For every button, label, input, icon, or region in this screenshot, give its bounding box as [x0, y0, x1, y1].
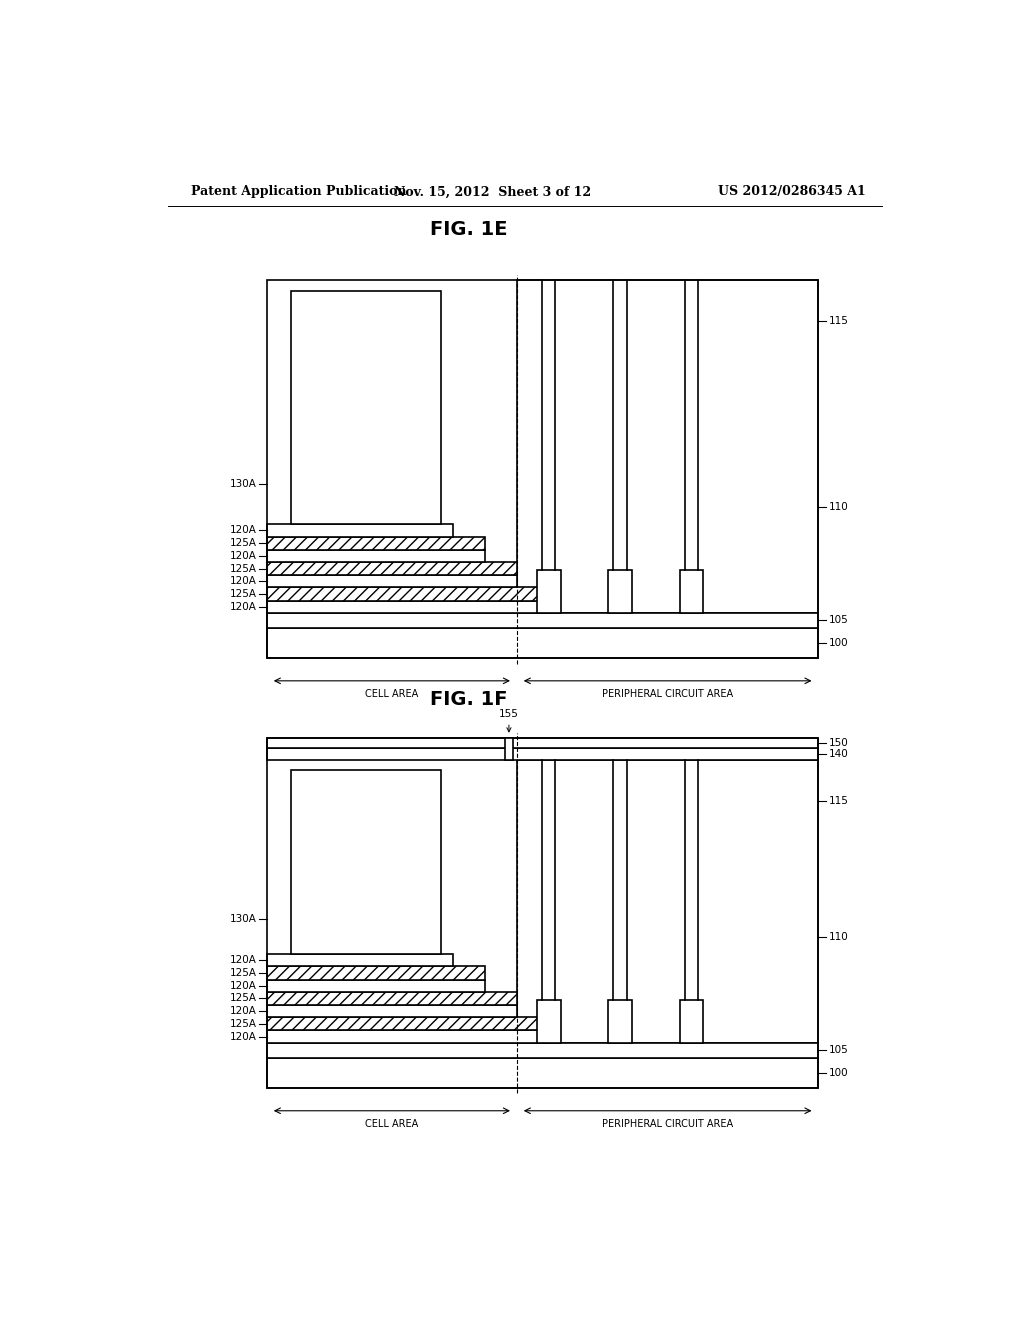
Text: 140: 140: [828, 748, 849, 759]
Bar: [267, 748, 818, 760]
Bar: [267, 562, 517, 576]
Bar: [680, 570, 703, 612]
Text: 125A: 125A: [229, 968, 257, 978]
Text: CELL AREA: CELL AREA: [366, 1119, 419, 1129]
Bar: [267, 1057, 818, 1089]
Text: US 2012/0286345 A1: US 2012/0286345 A1: [718, 185, 866, 198]
Text: 125A: 125A: [229, 589, 257, 599]
Bar: [267, 601, 549, 612]
Bar: [267, 524, 454, 536]
Bar: [267, 587, 549, 601]
Text: 105: 105: [828, 615, 849, 626]
Text: 115: 115: [828, 796, 849, 805]
Text: 120A: 120A: [229, 577, 257, 586]
Text: 125A: 125A: [229, 1019, 257, 1028]
Bar: [267, 1005, 517, 1018]
Text: Nov. 15, 2012  Sheet 3 of 12: Nov. 15, 2012 Sheet 3 of 12: [394, 185, 592, 198]
Text: 125A: 125A: [229, 539, 257, 548]
Text: 120A: 120A: [229, 1031, 257, 1041]
Bar: [267, 954, 454, 966]
Text: 150: 150: [828, 738, 849, 748]
Bar: [608, 1001, 632, 1043]
Text: 120A: 120A: [229, 956, 257, 965]
Bar: [267, 536, 485, 549]
Text: 120A: 120A: [229, 550, 257, 561]
Bar: [505, 738, 513, 760]
Bar: [267, 966, 485, 979]
Bar: [267, 280, 818, 659]
Text: 110: 110: [828, 502, 849, 512]
Bar: [291, 771, 441, 954]
Bar: [537, 1001, 560, 1043]
Text: 120A: 120A: [229, 525, 257, 536]
Text: 125A: 125A: [229, 994, 257, 1003]
Text: 105: 105: [828, 1045, 849, 1055]
Bar: [267, 628, 818, 659]
Bar: [267, 1043, 818, 1057]
Bar: [537, 570, 560, 612]
Bar: [267, 1031, 549, 1043]
Bar: [517, 760, 818, 1043]
Bar: [267, 612, 818, 628]
Text: 130A: 130A: [229, 479, 257, 488]
Text: 125A: 125A: [229, 564, 257, 573]
Bar: [517, 280, 818, 612]
Bar: [267, 979, 485, 991]
Text: FIG. 1E: FIG. 1E: [430, 220, 508, 239]
Text: 120A: 120A: [229, 602, 257, 611]
Bar: [267, 549, 485, 562]
Text: PERIPHERAL CIRCUIT AREA: PERIPHERAL CIRCUIT AREA: [602, 1119, 733, 1129]
Text: Patent Application Publication: Patent Application Publication: [191, 185, 407, 198]
Bar: [291, 290, 441, 524]
Bar: [608, 570, 632, 612]
Text: PERIPHERAL CIRCUIT AREA: PERIPHERAL CIRCUIT AREA: [602, 689, 733, 700]
Bar: [680, 1001, 703, 1043]
Bar: [267, 738, 818, 748]
Bar: [267, 991, 517, 1005]
Text: 155: 155: [499, 709, 519, 731]
Text: CELL AREA: CELL AREA: [366, 689, 419, 700]
Text: 120A: 120A: [229, 981, 257, 991]
Bar: [267, 576, 517, 587]
Text: 130A: 130A: [229, 913, 257, 924]
Bar: [267, 738, 818, 1089]
Text: 110: 110: [828, 932, 849, 942]
Text: 100: 100: [828, 639, 848, 648]
Text: FIG. 1F: FIG. 1F: [430, 689, 508, 709]
Text: 115: 115: [828, 315, 849, 326]
Bar: [267, 1018, 549, 1031]
Text: 100: 100: [828, 1068, 848, 1078]
Text: 120A: 120A: [229, 1006, 257, 1016]
